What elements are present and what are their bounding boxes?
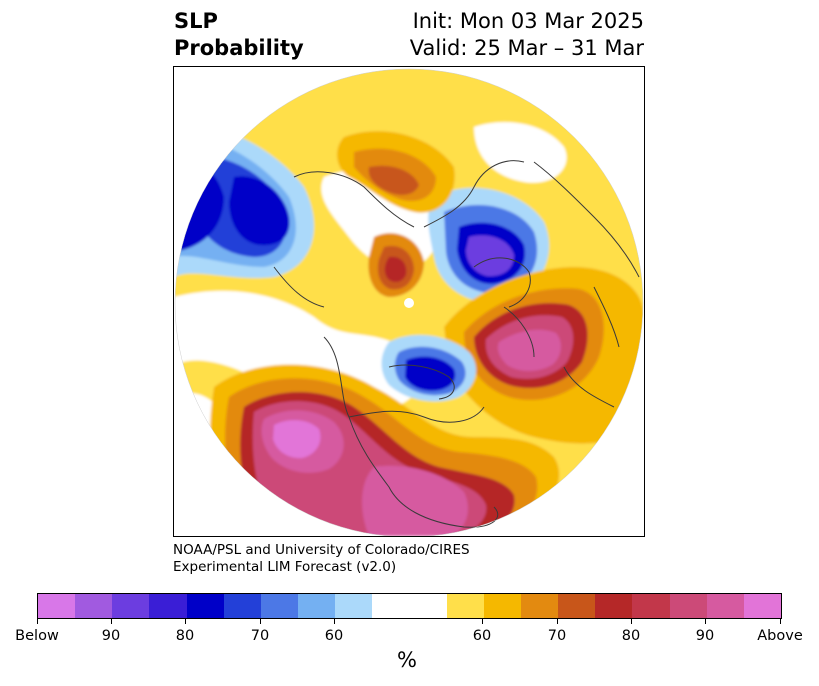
colorbar-tick-label: Below <box>15 628 59 644</box>
colorbar-tick <box>780 619 781 624</box>
colorbar <box>37 593 782 619</box>
colorbar-tick-label: Above <box>757 628 803 644</box>
colorbar-tick <box>631 619 632 624</box>
below-scandinavia-core <box>466 235 514 277</box>
below-hudson-90 <box>405 356 456 391</box>
colorbar-segment <box>38 594 76 618</box>
title-variable-line1: SLP <box>174 9 218 33</box>
map-boundary <box>174 68 644 536</box>
probability-map <box>174 68 644 536</box>
colorbar-tick <box>37 619 38 624</box>
colorbar-tick <box>482 619 483 624</box>
colorbar-tick-label: 80 <box>621 628 641 644</box>
colorbar-tick-label: 60 <box>324 628 344 644</box>
colorbar-segment <box>743 594 782 618</box>
colorbar-segment <box>186 594 224 618</box>
colorbar-segment <box>335 594 373 618</box>
colorbar-segment <box>446 594 484 618</box>
colorbar-segment <box>632 594 670 618</box>
colorbar-tick-label: 60 <box>472 628 492 644</box>
credit-line1: NOAA/PSL and University of Colorado/CIRE… <box>173 542 470 558</box>
init-date: Init: Mon 03 Mar 2025 <box>412 9 644 33</box>
colorbar-segment <box>558 594 596 618</box>
colorbar-tick <box>260 619 261 624</box>
colorbar-segment <box>149 594 187 618</box>
above-north-atlantic-90 <box>497 329 561 371</box>
colorbar-tick <box>185 619 186 624</box>
colorbar-segment <box>298 594 336 618</box>
colorbar-segment <box>372 594 447 618</box>
colorbar-tick <box>557 619 558 624</box>
colorbar-segment <box>75 594 113 618</box>
colorbar-tick-label: 80 <box>175 628 195 644</box>
colorbar-segment <box>483 594 522 618</box>
neutral-area-scandinavia <box>474 122 567 183</box>
title-variable-line2: Probability <box>174 36 304 60</box>
colorbar-tick-label: 70 <box>250 628 270 644</box>
below-siberia-90 <box>229 176 290 246</box>
above-southern-us-90 <box>362 465 468 536</box>
colorbar-segment <box>706 594 744 618</box>
map-panel <box>173 66 645 537</box>
title-variable: SLP Probability <box>174 8 304 62</box>
colorbar-segment <box>223 594 261 618</box>
credit-line2: Experimental LIM Forecast (v2.0) <box>173 559 397 575</box>
colorbar-segment <box>669 594 707 618</box>
colorbar-segment <box>521 594 559 618</box>
colorbar-tick <box>705 619 706 624</box>
colorbar-segment <box>260 594 299 618</box>
colorbar-tick <box>334 619 335 624</box>
north-pole-marker <box>404 298 414 308</box>
title-dates: Init: Mon 03 Mar 2025 Valid: 25 Mar – 31… <box>410 8 644 62</box>
colorbar-tick-label: 90 <box>695 628 715 644</box>
colorbar-tick-label: 90 <box>101 628 121 644</box>
above-pacific-core-above <box>273 420 321 459</box>
colorbar-tick-label: 70 <box>547 628 567 644</box>
colorbar-tick <box>111 619 112 624</box>
colorbar-segment <box>595 594 633 618</box>
valid-date: Valid: 25 Mar – 31 Mar <box>409 36 644 60</box>
above-arctic-ocean-80 <box>384 256 407 283</box>
above-arctic-75 <box>368 165 419 195</box>
credit: NOAA/PSL and University of Colorado/CIRE… <box>173 542 470 576</box>
colorbar-unit: % <box>397 648 417 672</box>
colorbar-segment <box>112 594 150 618</box>
